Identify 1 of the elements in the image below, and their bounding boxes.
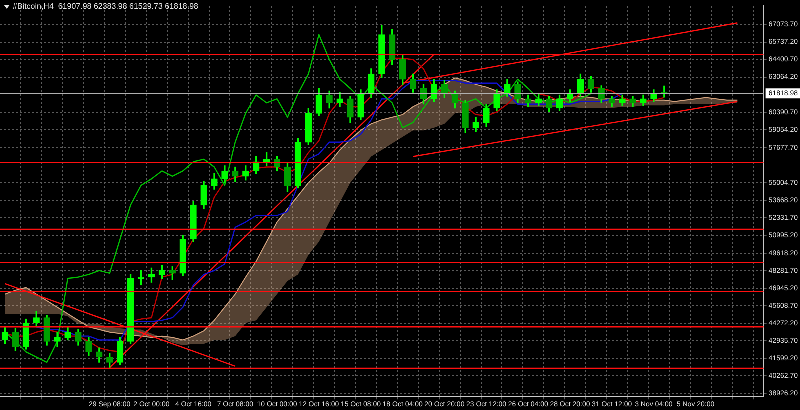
chart-title: #Bitcoin,H4 61907.98 62383.98 61529.73 61818.98 (13, 2, 198, 11)
